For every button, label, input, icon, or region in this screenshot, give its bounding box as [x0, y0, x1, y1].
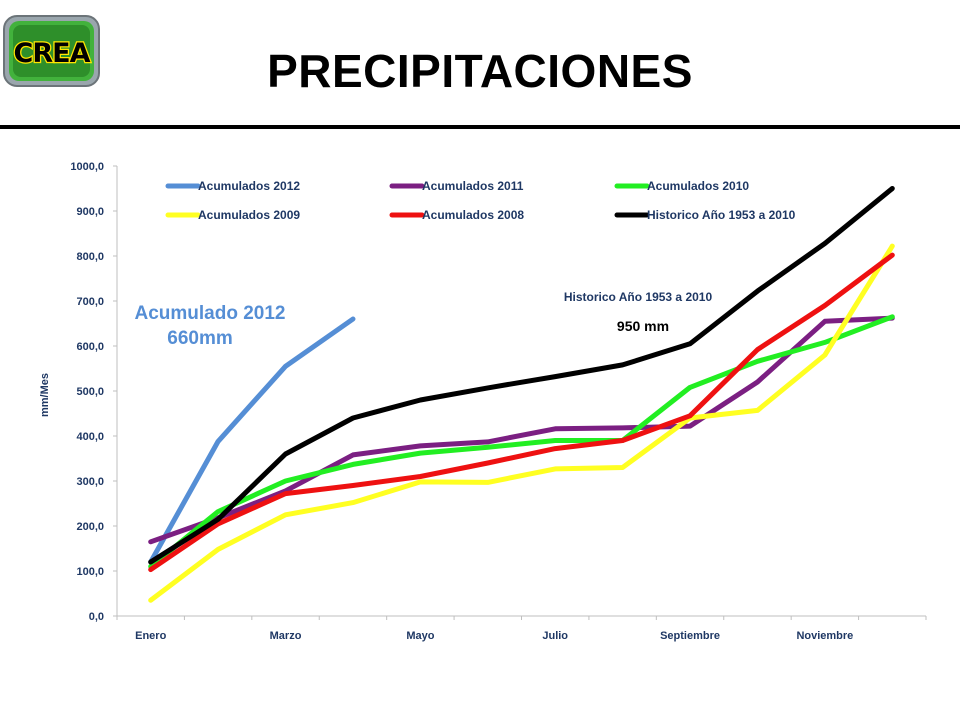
y-tick-label: 500,0: [76, 386, 104, 398]
y-tick-label: 1000,0: [70, 161, 104, 173]
legend-label-0: Acumulados 2012: [198, 179, 300, 193]
acumulado-2012-annotation: Acumulado 2012: [135, 303, 286, 324]
y-tick-label: 700,0: [76, 296, 104, 308]
x-tick-label: Noviembre: [796, 630, 853, 642]
legend-label-5: Historico Año 1953 a 2010: [647, 208, 796, 222]
x-tick-label: Mayo: [406, 630, 434, 642]
legend-label-4: Acumulados 2008: [422, 208, 524, 222]
historico-value-annotation: 950 mm: [617, 318, 669, 334]
y-tick-label: 800,0: [76, 251, 104, 263]
historico-annotation: Historico Año 1953 a 2010: [564, 290, 713, 304]
page-title: PRECIPITACIONES: [267, 45, 693, 97]
logo-text: CREA: [14, 38, 91, 69]
x-tick-label: Enero: [135, 630, 166, 642]
series-line-0: [148, 316, 356, 565]
series-line-4: [148, 252, 895, 573]
legend-label-3: Acumulados 2009: [198, 208, 300, 222]
y-tick-label: 200,0: [76, 521, 104, 533]
y-tick-label: 0,0: [89, 611, 104, 623]
crea-logo: CREA: [3, 15, 100, 87]
title-divider: [0, 125, 960, 129]
y-tick-label: 400,0: [76, 431, 104, 443]
y-axis-label: mm/Mes: [39, 373, 51, 417]
acumulado-2012-value: 660mm: [167, 328, 233, 349]
series-line-1: [148, 315, 895, 545]
y-tick-label: 600,0: [76, 341, 104, 353]
x-tick-label: Marzo: [270, 630, 302, 642]
legend-label-1: Acumulados 2011: [422, 179, 524, 193]
x-tick-label: Julio: [542, 630, 568, 642]
series-line-2: [148, 314, 895, 569]
series-line-3: [148, 243, 895, 603]
y-tick-label: 300,0: [76, 476, 104, 488]
legend-label-2: Acumulados 2010: [647, 179, 749, 193]
x-tick-label: Septiembre: [660, 630, 720, 642]
series-line-5: [148, 186, 895, 565]
y-tick-label: 100,0: [76, 566, 104, 578]
y-tick-label: 900,0: [76, 206, 104, 218]
